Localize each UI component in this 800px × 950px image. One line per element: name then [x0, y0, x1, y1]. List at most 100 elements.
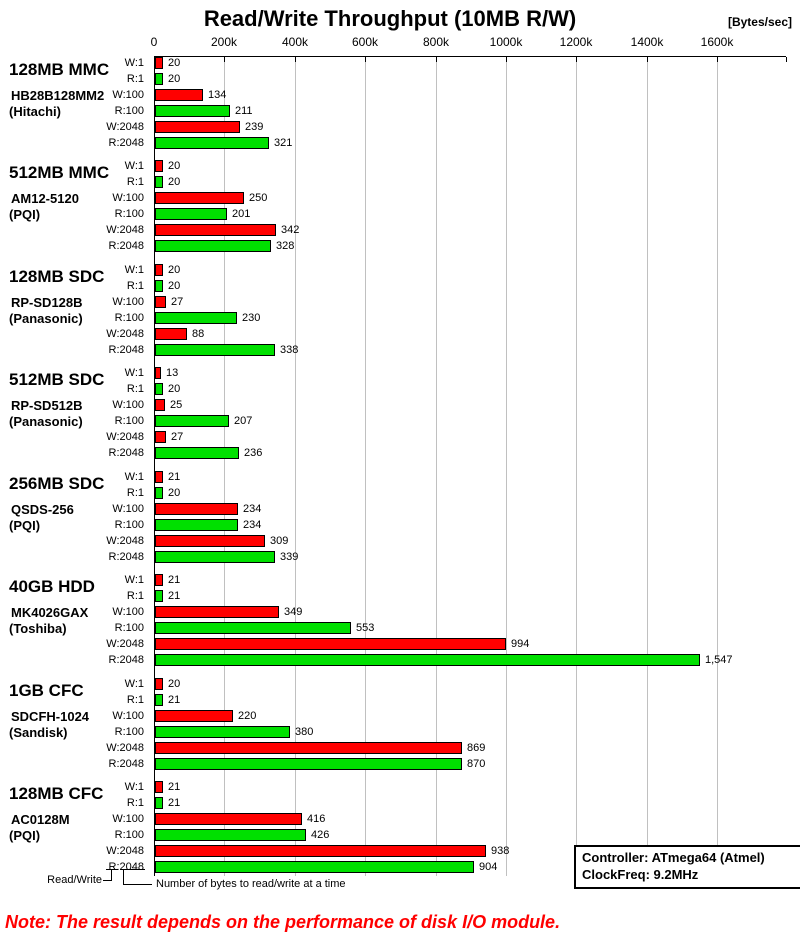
- bar-value-label: 20: [168, 383, 181, 395]
- bar-value-label: 20: [168, 176, 181, 188]
- bar-value-label: 220: [238, 710, 257, 722]
- legend-controller: Controller: ATmega64 (Atmel): [582, 850, 765, 865]
- bar-value-label: 88: [192, 328, 205, 340]
- bar-value-label: 349: [284, 606, 303, 618]
- bar-row-label: W:100: [112, 192, 144, 204]
- write-bar: [155, 606, 279, 618]
- bar-row-label: R:2048: [108, 137, 144, 149]
- bar-row-label: R:100: [114, 208, 144, 220]
- x-axis-tick: [436, 57, 437, 62]
- group-model: RP-SD512B: [11, 398, 83, 413]
- callout-line: [123, 870, 124, 885]
- x-axis-tick-label: 800k: [422, 35, 450, 49]
- bar-row-label: R:1: [126, 383, 144, 395]
- write-bar: [155, 57, 163, 69]
- group-model: MK4026GAX: [11, 605, 89, 620]
- bar-row-label: W:1: [124, 264, 144, 276]
- write-bar: [155, 742, 462, 754]
- group-name: 128MB MMC: [9, 60, 110, 79]
- bar-value-label: 21: [168, 471, 181, 483]
- bar-row-label: W:1: [124, 471, 144, 483]
- legend-clockfreq: ClockFreq: 9.2MHz: [582, 867, 699, 882]
- group-name: 128MB SDC: [9, 267, 105, 286]
- bar-row-label: W:100: [112, 710, 144, 722]
- group-model: HB28B128MM2: [11, 88, 105, 103]
- group-brand: (Panasonic): [9, 311, 83, 326]
- write-bar: [155, 264, 163, 276]
- write-bar: [155, 431, 166, 443]
- bar-row-label: R:100: [114, 829, 144, 841]
- write-bar: [155, 399, 165, 411]
- legend-box: Controller: ATmega64 (Atmel) ClockFreq: …: [574, 845, 800, 889]
- x-axis-tick-label: 0: [150, 35, 158, 49]
- bar-value-label: 27: [171, 296, 184, 308]
- bar-value-label: 20: [168, 487, 181, 499]
- bar-row-label: W:1: [124, 57, 144, 69]
- bar-value-label: 239: [245, 121, 264, 133]
- bar-value-label: 25: [170, 399, 183, 411]
- bar-row-label: W:2048: [106, 121, 144, 133]
- write-bar: [155, 328, 187, 340]
- write-bar: [155, 710, 233, 722]
- x-axis-tick: [717, 57, 718, 62]
- read-bar: [155, 383, 163, 395]
- bar-value-label: 321: [274, 137, 293, 149]
- bar-row-label: W:100: [112, 503, 144, 515]
- write-bar: [155, 781, 163, 793]
- bar-row-label: R:1: [126, 487, 144, 499]
- group-brand: (PQI): [9, 518, 41, 533]
- read-bar: [155, 551, 275, 563]
- bar-row-label: R:2048: [108, 758, 144, 770]
- bar-row-label: W:100: [112, 399, 144, 411]
- read-bar: [155, 726, 290, 738]
- bar-value-label: 207: [234, 415, 253, 427]
- bar-value-label: 27: [171, 431, 184, 443]
- x-axis-tick: [506, 57, 507, 62]
- x-axis-tick-label: 1200k: [559, 35, 593, 49]
- read-bar: [155, 208, 227, 220]
- bar-value-label: 380: [295, 726, 314, 738]
- bar-row-label: R:100: [114, 726, 144, 738]
- write-bar: [155, 121, 240, 133]
- bar-value-label: 328: [276, 240, 295, 252]
- group-brand: (Toshiba): [9, 621, 67, 636]
- read-bar: [155, 176, 163, 188]
- bar-row-label: W:2048: [106, 845, 144, 857]
- read-bar: [155, 137, 269, 149]
- bar-value-label: 1,547: [705, 654, 733, 666]
- bar-row-label: W:2048: [106, 638, 144, 650]
- gridline: [576, 57, 577, 876]
- bar-value-label: 21: [168, 694, 181, 706]
- group-brand: (Sandisk): [9, 725, 68, 740]
- bar-row-label: R:1: [126, 280, 144, 292]
- read-bar: [155, 280, 163, 292]
- annotation-bytes-at-a-time: Number of bytes to read/write at a time: [156, 878, 346, 890]
- bar-value-label: 21: [168, 590, 181, 602]
- read-bar: [155, 487, 163, 499]
- write-bar: [155, 160, 163, 172]
- bar-row-label: R:2048: [108, 240, 144, 252]
- bar-row-label: W:100: [112, 813, 144, 825]
- bar-value-label: 234: [243, 519, 262, 531]
- callout-underline-bytes: [120, 869, 145, 870]
- group-name: 512MB SDC: [9, 370, 105, 389]
- x-axis-tick-label: 1400k: [630, 35, 664, 49]
- write-bar: [155, 296, 166, 308]
- bar-value-label: 20: [168, 280, 181, 292]
- x-axis-tick-label: 600k: [351, 35, 379, 49]
- bar-value-label: 21: [168, 781, 181, 793]
- bar-value-label: 416: [307, 813, 326, 825]
- bar-row-label: W:100: [112, 606, 144, 618]
- write-bar: [155, 471, 163, 483]
- write-bar: [155, 813, 302, 825]
- x-axis-tick: [576, 57, 577, 62]
- read-bar: [155, 344, 275, 356]
- bar-row-label: R:100: [114, 312, 144, 324]
- group-model: RP-SD128B: [11, 295, 83, 310]
- group-model: QSDS-256: [11, 502, 74, 517]
- gridline: [295, 57, 296, 876]
- bar-row-label: R:1: [126, 694, 144, 706]
- group-brand: (PQI): [9, 828, 41, 843]
- read-bar: [155, 105, 230, 117]
- annotation-read-write: Read/Write: [47, 874, 102, 886]
